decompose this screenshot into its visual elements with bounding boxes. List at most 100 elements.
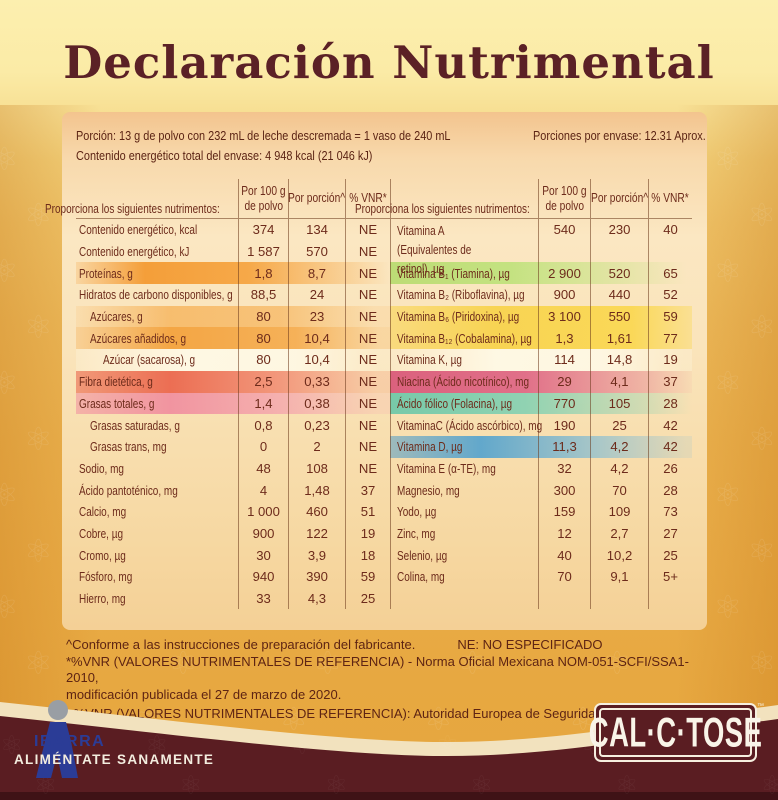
table-row: Grasas saturadas, g 0,8 0,23 NE bbox=[76, 414, 390, 436]
nutrient-label: Grasas trans, mg bbox=[90, 439, 167, 455]
table-row: Fósforo, mg 940 390 59 bbox=[76, 566, 390, 588]
table-row: Hierro, mg 33 4,3 25 bbox=[76, 587, 390, 610]
value-per-100g: 88,5 bbox=[238, 284, 288, 306]
table-row: Zinc, mg 12 2,7 27 bbox=[390, 522, 692, 545]
value-vnr: 25 bbox=[345, 587, 390, 610]
value-per-100g: 0,8 bbox=[238, 414, 288, 436]
nutrient-label: Azúcares añadidos, g bbox=[90, 330, 187, 346]
header-per-serving: Por porción^ bbox=[590, 179, 648, 219]
value-vnr: NE bbox=[345, 262, 390, 285]
value-per-100g: 11,3 bbox=[538, 435, 590, 458]
table-row: Vitamina E (α-TE), mg 32 4,2 26 bbox=[390, 457, 692, 480]
value-per-serving: 550 bbox=[590, 305, 648, 328]
value-vnr: 59 bbox=[648, 305, 692, 328]
table-body: Contenido energético, kcal 374 134 NE Conten… bbox=[76, 219, 390, 610]
value-per-serving: 14,8 bbox=[590, 349, 648, 371]
value-per-100g: 2 900 bbox=[538, 262, 590, 285]
value-vnr: 37 bbox=[648, 370, 692, 393]
nutrient-label: Azúcar (sacarosa), g bbox=[103, 352, 196, 368]
table-header: Proporciona los siguientes nutrimentos: … bbox=[45, 179, 390, 219]
bottom-wave-band bbox=[0, 702, 778, 800]
person-icon bbox=[36, 700, 78, 778]
value-per-100g: 48 bbox=[238, 457, 288, 480]
value-per-serving: 8,7 bbox=[288, 262, 345, 285]
value-per-100g: 190 bbox=[538, 414, 590, 436]
value-vnr: NE bbox=[345, 392, 390, 415]
nutrient-label: Contenido energético, kcal bbox=[79, 222, 198, 238]
footnote-line: modificación publicada el 27 de marzo de… bbox=[66, 686, 342, 702]
table-row: Hidratos de carbono disponibles, g 88,5 24… bbox=[76, 284, 390, 306]
table-row: Vitamina K, µg 114 14,8 19 bbox=[390, 349, 692, 371]
value-per-100g: 114 bbox=[538, 349, 590, 371]
nutrient-label: Azúcares, g bbox=[90, 309, 143, 325]
value-per-100g: 29 bbox=[538, 370, 590, 393]
nutrient-label: Zinc, mg bbox=[390, 522, 538, 545]
value-per-serving: 460 bbox=[288, 500, 345, 523]
nutrient-label: Vitamina A (Equivalentes de retinol), µg bbox=[390, 219, 538, 276]
nutrition-tables: Proporciona los siguientes nutrimentos: … bbox=[45, 179, 693, 610]
value-per-serving: 0,23 bbox=[288, 414, 345, 436]
value-per-100g: 1,3 bbox=[538, 327, 590, 350]
value-vnr: 65 bbox=[648, 262, 692, 285]
value-per-serving: 390 bbox=[288, 566, 345, 588]
trademark-symbol: ™ bbox=[757, 703, 764, 710]
value-vnr: NE bbox=[345, 349, 390, 371]
value-per-serving: 440 bbox=[590, 284, 648, 306]
value-per-100g: 374 bbox=[238, 219, 288, 241]
value-per-100g: 32 bbox=[538, 457, 590, 480]
table-row: Azúcar (sacarosa), g 80 10,4 NE bbox=[76, 349, 390, 371]
value-per-serving: 1,61 bbox=[590, 327, 648, 350]
value-per-100g: 159 bbox=[538, 500, 590, 523]
value-per-serving: 520 bbox=[590, 262, 648, 285]
value-vnr: 28 bbox=[648, 392, 692, 415]
value-vnr: 42 bbox=[648, 435, 692, 458]
header-vnr: % VNR* bbox=[345, 179, 390, 219]
value-vnr: 52 bbox=[648, 284, 692, 306]
value-vnr: 28 bbox=[648, 479, 692, 501]
nutrient-label: Vitamina B₁ (Tiamina), µg bbox=[390, 262, 538, 285]
calctose-logo: ™ CAL·C·TOSE bbox=[589, 703, 764, 762]
table-row: Niacina (Ácido nicotínico), mg 29 4,1 37 bbox=[390, 370, 692, 393]
table-row: Grasas totales, g 1,4 0,38 NE bbox=[76, 392, 390, 415]
value-per-serving: 10,2 bbox=[590, 544, 648, 567]
nutrient-label: Ácido fólico (Folacina), µg bbox=[390, 392, 538, 415]
table-row: Sodio, mg 48 108 NE bbox=[76, 457, 390, 480]
value-per-serving: 25 bbox=[590, 414, 648, 436]
value-per-serving: 4,3 bbox=[288, 587, 345, 610]
nutrition-table-right: Proporciona los siguientes nutrimentos: … bbox=[355, 179, 692, 610]
ibarra-logo: IBARRA ALIMÉNTATE SANAMENTE bbox=[8, 693, 223, 798]
value-per-100g: 1,8 bbox=[238, 262, 288, 285]
value-vnr: 40 bbox=[648, 219, 692, 263]
tagline-text: ALIMÉNTATE SANAMENTE bbox=[14, 752, 215, 767]
table-row: Azúcares, g 80 23 NE bbox=[76, 305, 390, 328]
table-row: Grasas trans, mg 0 2 NE bbox=[76, 435, 390, 458]
value-vnr: NE bbox=[345, 219, 390, 241]
value-per-serving: 230 bbox=[590, 219, 648, 263]
value-per-100g: 540 bbox=[538, 219, 590, 263]
nutrition-panel: Porción: 13 g de polvo con 232 mL de lec… bbox=[45, 112, 707, 630]
value-vnr: 59 bbox=[345, 566, 390, 588]
nutrient-label: Vitamina K, µg bbox=[390, 349, 538, 371]
nutrient-label: Calcio, mg bbox=[79, 504, 127, 520]
total-energy-text: Contenido energético total del envase: 4… bbox=[76, 148, 373, 163]
table-row: Fibra dietética, g 2,5 0,33 NE bbox=[76, 370, 390, 393]
nutrient-label: Proteínas, g bbox=[79, 265, 133, 281]
value-per-serving: 134 bbox=[288, 219, 345, 241]
value-per-100g: 2,5 bbox=[238, 370, 288, 393]
value-vnr: 25 bbox=[648, 544, 692, 567]
value-vnr: NE bbox=[345, 240, 390, 263]
value-per-100g: 1 000 bbox=[238, 500, 288, 523]
ibarra-brand-text: IBARRA bbox=[34, 733, 106, 750]
page-title: Declaración Nutrimental bbox=[63, 36, 715, 89]
value-vnr: NE bbox=[345, 370, 390, 393]
table-row: Cromo, µg 30 3,9 18 bbox=[76, 544, 390, 566]
nutrient-label: Niacina (Ácido nicotínico), mg bbox=[390, 370, 538, 393]
value-vnr: 5+ bbox=[648, 566, 692, 588]
value-per-100g: 0 bbox=[238, 435, 288, 458]
value-vnr: 37 bbox=[345, 479, 390, 501]
nutrient-label: Yodo, µg bbox=[390, 500, 538, 523]
value-per-serving: 2,7 bbox=[590, 522, 648, 545]
nutrient-label: Vitamina D, µg bbox=[390, 435, 538, 458]
calctose-brand-text: CAL·C·TOSE bbox=[588, 708, 763, 756]
table-header: Proporciona los siguientes nutrimentos: … bbox=[355, 179, 692, 219]
